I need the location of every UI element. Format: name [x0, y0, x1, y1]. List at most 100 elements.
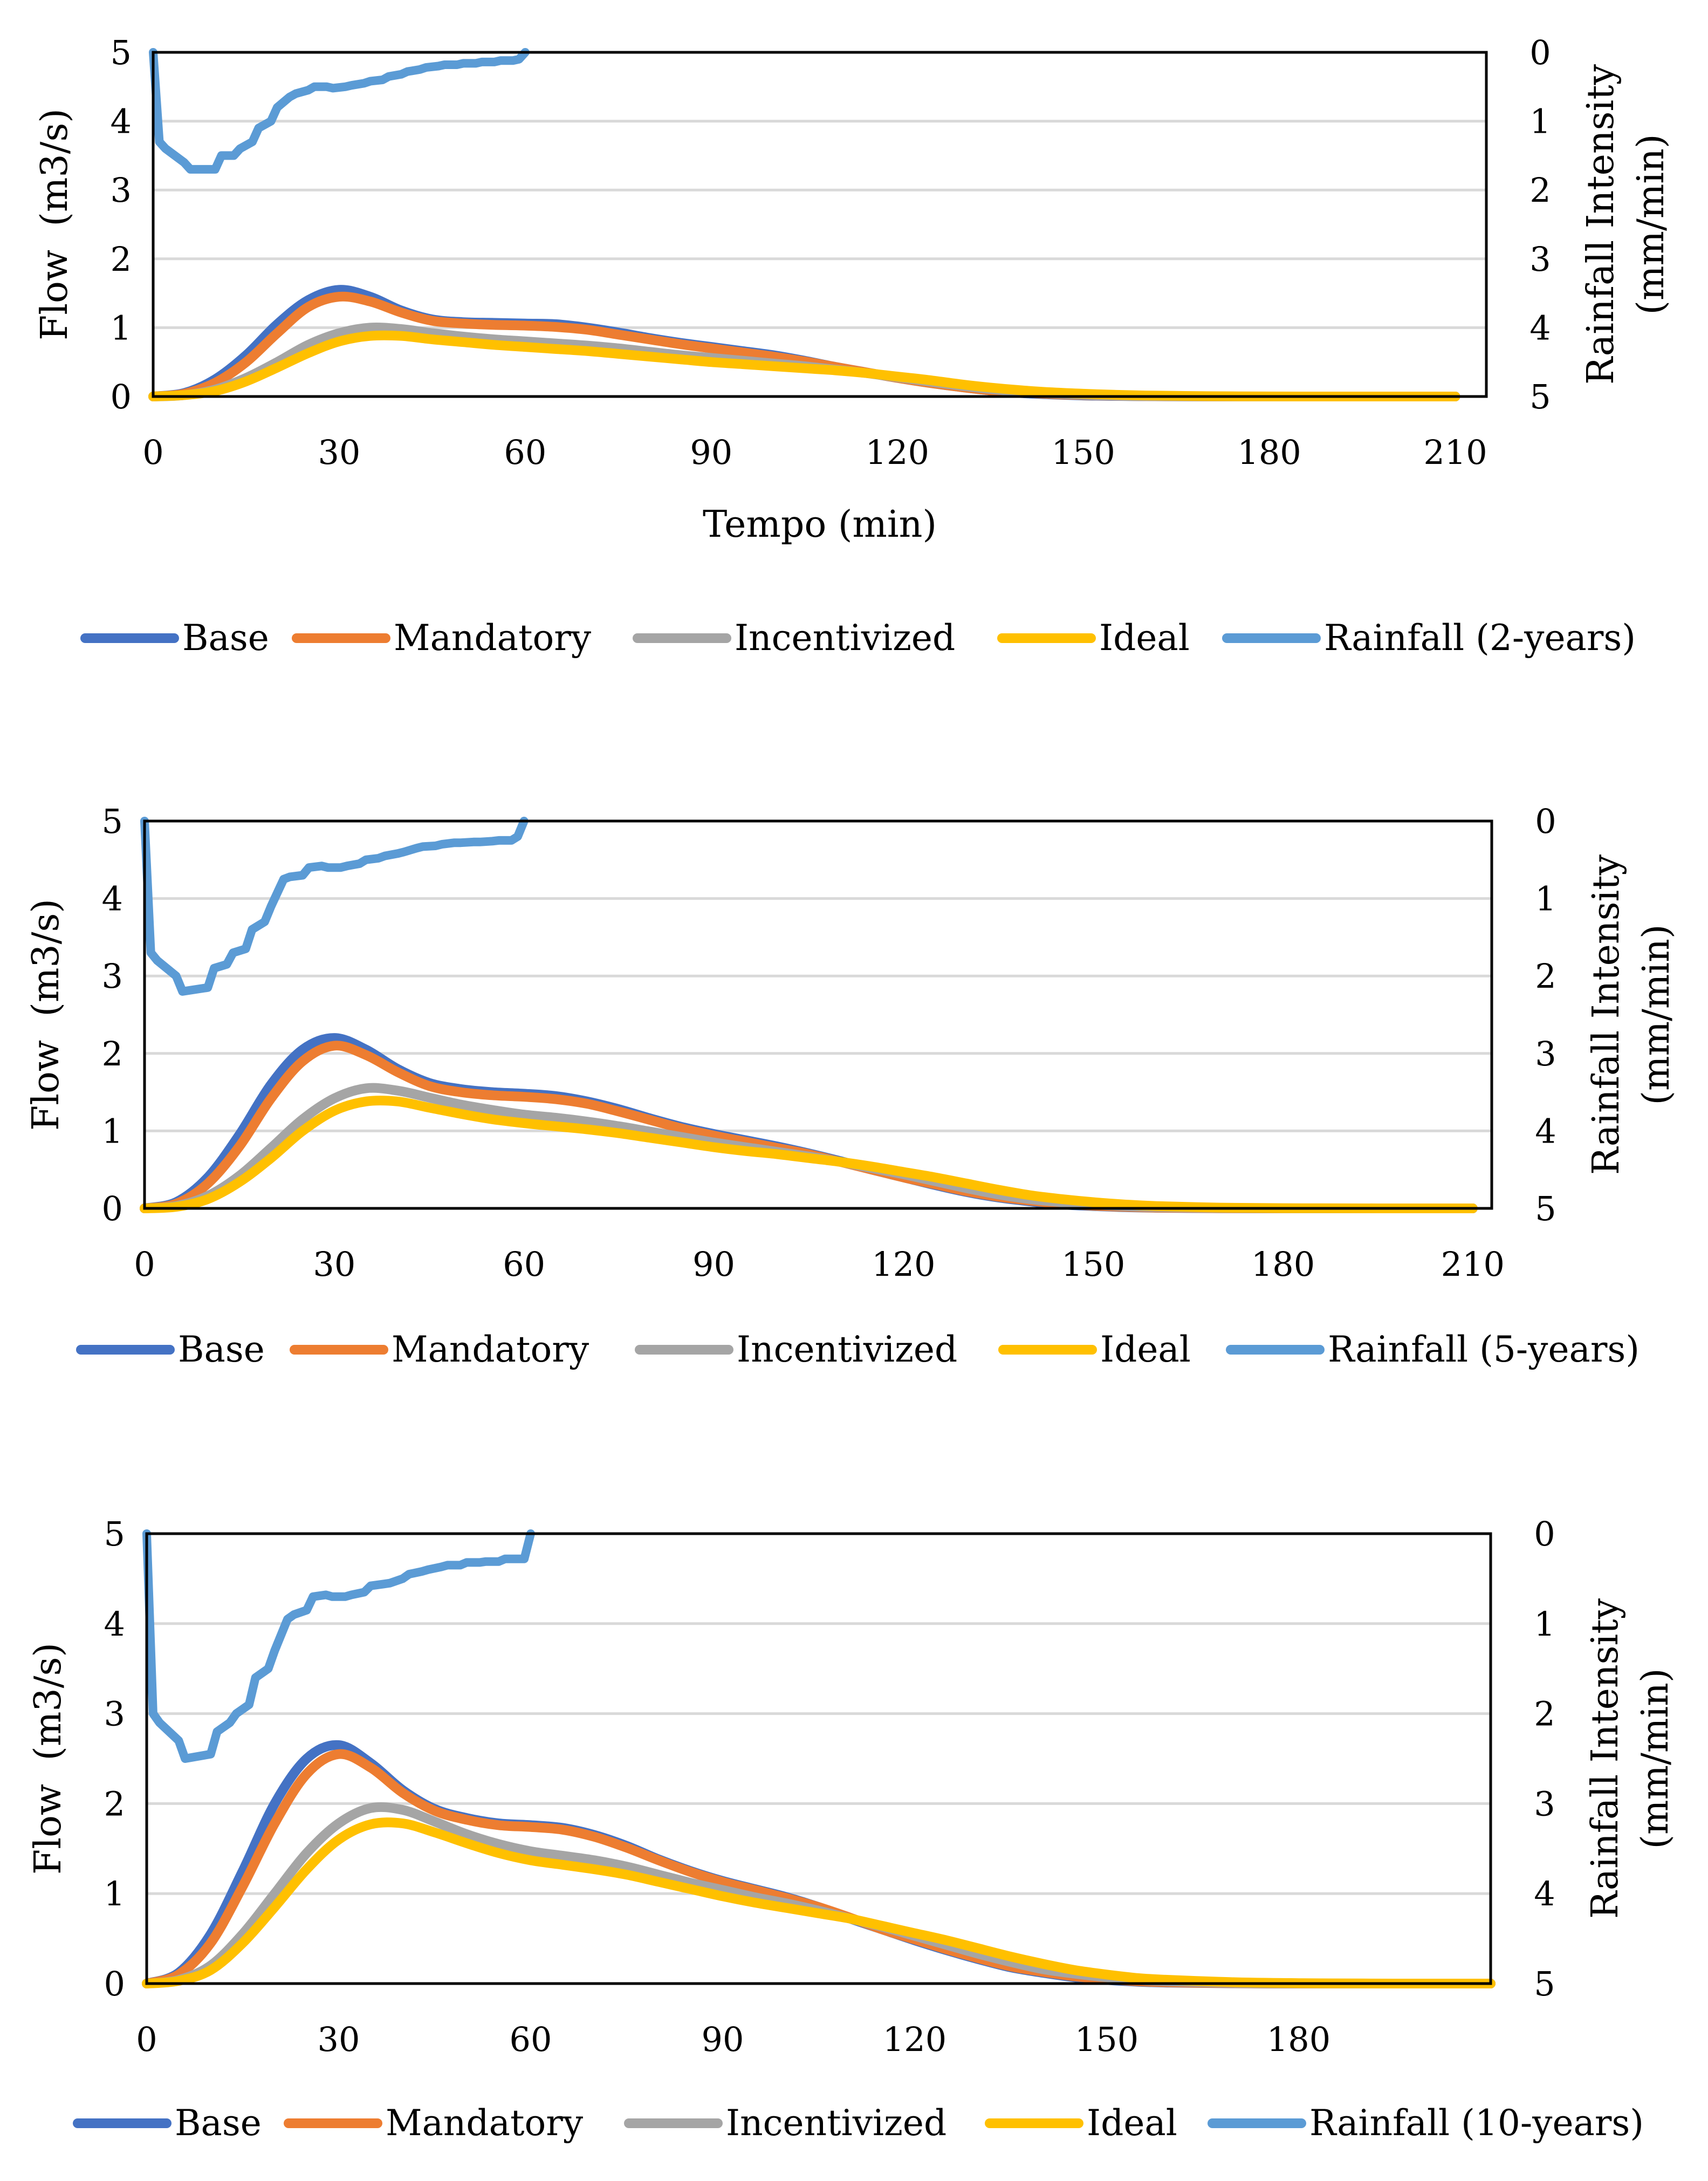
chart-panel-2: 0 30 60 90 120 150 180 210 0 1 2 3 4 5 0 1 2 3 4 5 Flow (m3/…	[25, 802, 1678, 1370]
plot-frame	[152, 51, 1488, 398]
x-tick-label: 210	[1441, 1245, 1505, 1284]
y2-tick-label: 4	[1534, 1874, 1555, 1913]
x-tick-label: 90	[690, 433, 732, 472]
series-line-base	[140, 1033, 1478, 1213]
series-lines	[148, 48, 1460, 401]
y2-tick-label: 2	[1529, 170, 1551, 210]
y2-tick-label: 4	[1535, 1111, 1556, 1151]
series-line-ideal	[140, 1096, 1478, 1213]
y2-tick-labels: 0 1 2 3 4 5	[1534, 1514, 1555, 2004]
y-tick-label: 4	[111, 102, 132, 141]
x-tick-label: 0	[136, 2020, 157, 2059]
y2-tick-label: 0	[1535, 802, 1556, 841]
legend: Base Mandatory Incentivized Ideal Rainfall (…	[80, 617, 1636, 659]
y-tick-label: 4	[104, 1604, 125, 1644]
y2-tick-label: 3	[1534, 1784, 1555, 1823]
x-tick-label: 0	[134, 1245, 155, 1284]
x-tick-label: 180	[1237, 433, 1301, 472]
y-tick-label: 5	[102, 802, 123, 841]
y-tick-label: 2	[104, 1784, 125, 1823]
legend-label-ideal: Ideal	[1099, 617, 1190, 659]
legend-label-rainfall: Rainfall (5-years)	[1328, 1329, 1640, 1370]
y2-axis-title-line2: (mm/min)	[1635, 925, 1678, 1105]
y-tick-label: 5	[104, 1514, 125, 1554]
y-tick-labels: 0 1 2 3 4 5	[111, 33, 132, 416]
x-tick-label: 90	[702, 2020, 744, 2059]
y2-tick-label: 2	[1534, 1694, 1555, 1734]
y2-tick-labels: 0 1 2 3 4 5	[1535, 802, 1556, 1228]
y2-axis-title-line2: (mm/min)	[1634, 1669, 1677, 1849]
x-tick-label: 30	[318, 2020, 360, 2059]
y2-tick-label: 4	[1529, 308, 1551, 347]
x-tick-label: 150	[1075, 2020, 1138, 2059]
y-tick-label: 5	[111, 33, 132, 72]
series-lines	[142, 1529, 1496, 1989]
x-tick-label: 180	[1267, 2020, 1330, 2059]
legend-label-mandatory: Mandatory	[392, 1329, 589, 1370]
y2-axis-title-line1: Rainfall Intensity	[1585, 854, 1628, 1175]
y2-axis-title-line1: Rainfall Intensity	[1580, 64, 1622, 385]
y-tick-label: 0	[104, 1964, 125, 2004]
legend-label-ideal: Ideal	[1100, 1329, 1191, 1370]
y2-axis-title-line1: Rainfall Intensity	[1584, 1598, 1627, 1919]
x-tick-label: 150	[1061, 1245, 1125, 1284]
y-axis-title: Flow (m3/s)	[33, 108, 76, 340]
y-tick-label: 2	[111, 240, 132, 279]
x-tick-label: 150	[1051, 433, 1115, 472]
legend-label-base: Base	[175, 2102, 262, 2144]
legend: Base Mandatory Incentivized Ideal Rainfall (…	[73, 2102, 1644, 2144]
series-line-base	[142, 1740, 1496, 1989]
y2-tick-label: 3	[1529, 240, 1551, 279]
chart-panel-1: 0 30 60 90 120 150 180 210 0 1 2 3 4 5 0 1 2 3 4 5 Flow (m3/…	[33, 33, 1672, 659]
y2-tick-label: 1	[1534, 1604, 1555, 1644]
legend-label-ideal: Ideal	[1087, 2102, 1177, 2144]
y-tick-label: 3	[104, 1694, 125, 1734]
y-tick-label: 2	[102, 1034, 123, 1074]
chart-panel-3: 0 30 60 90 120 150 180 0 1 2 3 4 5 0 1 2 3 4 5 Flow (m3/s) R…	[27, 1514, 1677, 2144]
legend: Base Mandatory Incentivized Ideal Rainfall (…	[76, 1329, 1640, 1370]
y-tick-label: 3	[111, 170, 132, 210]
plot-frame	[145, 1532, 1492, 1985]
legend-label-mandatory: Mandatory	[394, 617, 592, 659]
x-axis-title: Tempo (min)	[703, 503, 937, 546]
y-tick-label: 0	[111, 377, 132, 416]
y2-tick-label: 0	[1534, 1514, 1555, 1554]
x-tick-label: 120	[866, 433, 929, 472]
legend-label-base: Base	[178, 1329, 265, 1370]
gridlines	[153, 120, 1486, 329]
x-tick-label: 120	[872, 1245, 935, 1284]
x-tick-label: 60	[503, 1245, 545, 1284]
y-tick-label: 1	[111, 308, 132, 347]
x-tick-label: 120	[883, 2020, 946, 2059]
y2-tick-label: 5	[1534, 1964, 1555, 2004]
y-axis-title: Flow (m3/s)	[25, 899, 67, 1131]
y-axis-title: Flow (m3/s)	[27, 1643, 70, 1875]
y2-axis-title-line2: (mm/min)	[1630, 134, 1672, 315]
legend-label-mandatory: Mandatory	[386, 2102, 584, 2144]
y-tick-label: 3	[102, 956, 123, 996]
legend-label-incentivized: Incentivized	[735, 617, 955, 659]
y-tick-label: 0	[102, 1189, 123, 1228]
x-tick-label: 30	[313, 1245, 355, 1284]
series-line-mandatory	[140, 1041, 1478, 1214]
y-tick-labels: 0 1 2 3 4 5	[102, 802, 123, 1228]
series-line-rainfall	[149, 48, 530, 174]
x-tick-label: 180	[1251, 1245, 1315, 1284]
x-tick-labels: 0 30 60 90 120 150 180 210	[134, 1245, 1505, 1284]
series-lines	[140, 817, 1478, 1214]
y2-tick-label: 2	[1535, 956, 1556, 996]
x-tick-label: 90	[692, 1245, 735, 1284]
y2-tick-label: 1	[1529, 102, 1551, 141]
y2-tick-label: 3	[1535, 1034, 1556, 1074]
y-tick-label: 1	[104, 1874, 125, 1913]
legend-label-rainfall: Rainfall (2-years)	[1324, 617, 1636, 659]
legend-label-incentivized: Incentivized	[737, 1329, 957, 1370]
plot-frame	[143, 819, 1493, 1210]
x-tick-labels: 0 30 60 90 120 150 180 210	[142, 433, 1487, 472]
x-tick-labels: 0 30 60 90 120 150 180	[136, 2020, 1330, 2059]
y-tick-label: 4	[102, 879, 123, 919]
y-tick-labels: 0 1 2 3 4 5	[104, 1514, 125, 2004]
y2-tick-label: 0	[1529, 33, 1551, 72]
y2-tick-label: 1	[1535, 879, 1556, 919]
